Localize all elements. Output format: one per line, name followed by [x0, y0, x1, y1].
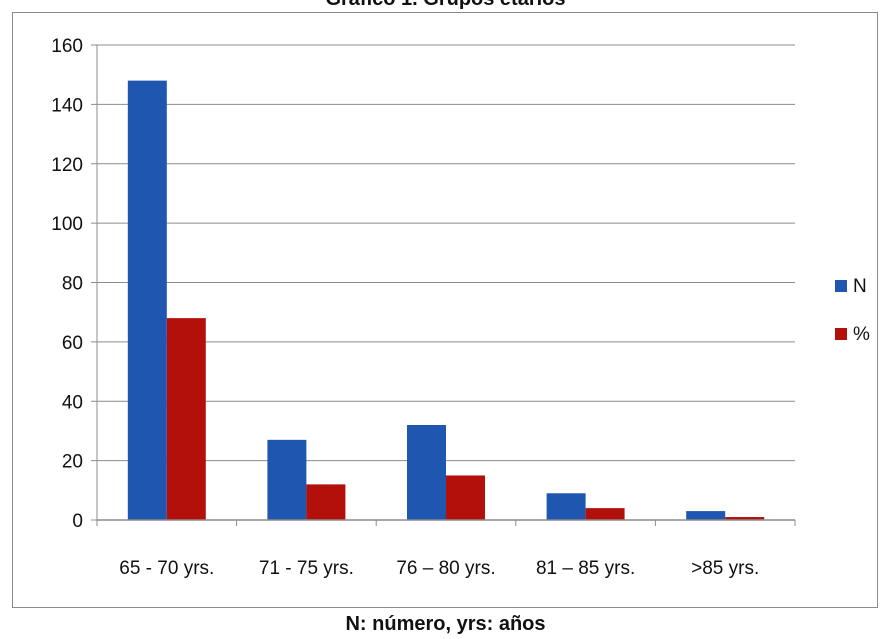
bar-n	[407, 425, 446, 520]
y-tick-label: 60	[62, 333, 83, 354]
bar-percent	[306, 484, 346, 520]
bar-n	[127, 80, 167, 520]
y-tick-label: 100	[51, 214, 83, 235]
legend-swatch	[835, 280, 847, 292]
y-tick-label: 40	[62, 392, 83, 413]
bar-n	[546, 493, 586, 520]
bar-percent	[446, 475, 485, 520]
y-tick-label: 20	[62, 452, 83, 473]
bar-percent	[585, 508, 625, 520]
bar-percent	[166, 318, 206, 520]
chart-title: Gráfico 1. Grupos etarios	[0, 0, 891, 11]
y-tick-label: 140	[51, 95, 83, 116]
x-tick-label: 81 – 85 yrs.	[536, 558, 635, 579]
legend-swatch	[835, 328, 847, 340]
x-tick-label: 65 - 70 yrs.	[119, 558, 214, 579]
chart-note: N: número, yrs: años	[345, 613, 546, 635]
bar-n	[686, 511, 726, 520]
bar-percent	[725, 517, 765, 520]
y-tick-label: 120	[51, 155, 83, 176]
legend-label: %	[853, 324, 870, 345]
legend-label: N	[853, 276, 867, 297]
x-tick-label: 71 - 75 yrs.	[259, 558, 354, 579]
y-tick-label: 80	[62, 274, 83, 295]
x-tick-label: 76 – 80 yrs.	[396, 558, 495, 579]
y-tick-label: 160	[51, 36, 83, 57]
x-tick-label: >85 yrs.	[691, 558, 759, 579]
bar-n	[267, 439, 307, 520]
y-tick-label: 0	[72, 511, 83, 532]
